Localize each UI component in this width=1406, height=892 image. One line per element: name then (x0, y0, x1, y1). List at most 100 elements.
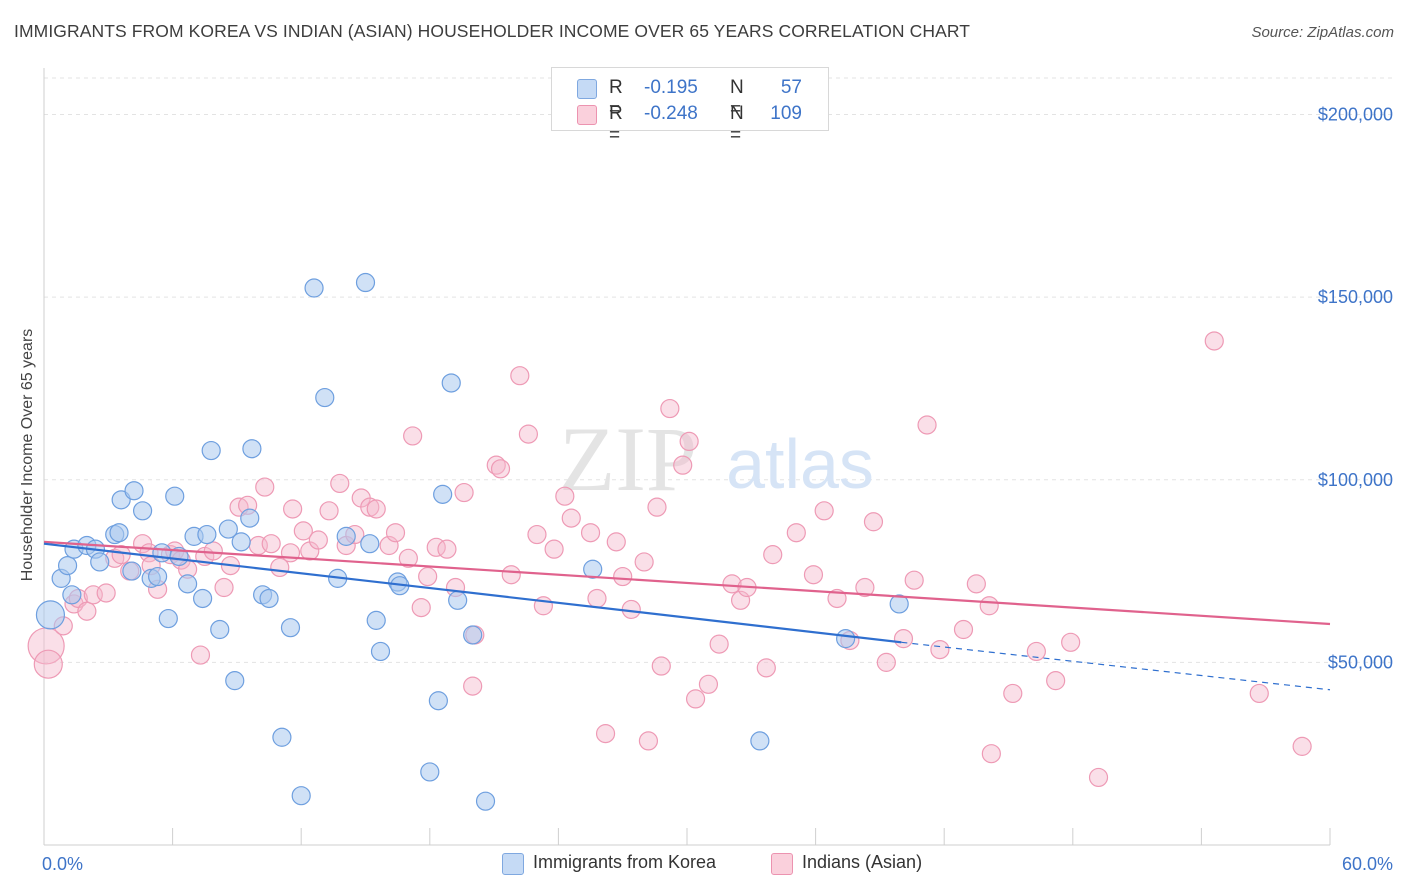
data-point-indians (366, 499, 386, 519)
data-point-indians (1026, 641, 1046, 662)
data-point-indians (360, 497, 380, 517)
data-point-korea (366, 610, 386, 630)
legend-swatch-korea (577, 79, 597, 99)
series-legend: Immigrants from Korea Indians (Asian) (0, 851, 1406, 877)
data-point-indians (518, 424, 538, 444)
data-point-korea (315, 387, 335, 408)
r-value-indians: -0.248 (644, 103, 698, 124)
data-point-korea (441, 373, 461, 393)
n-value-indians: 109 (770, 103, 802, 124)
gridlines (44, 77, 1394, 663)
data-point-indians (544, 539, 564, 559)
data-point-indians (917, 415, 937, 435)
data-point-indians (33, 649, 63, 679)
data-point-korea (475, 791, 496, 811)
data-point-indians (1249, 683, 1269, 704)
data-point-indians (280, 543, 301, 563)
data-point-korea (280, 618, 301, 638)
data-point-korea (158, 608, 178, 629)
data-point-indians (190, 645, 211, 665)
data-point-indians (580, 523, 601, 543)
data-point-korea (370, 641, 391, 662)
data-point-indians (855, 577, 875, 598)
data-point-indians (283, 499, 303, 519)
data-point-indians (1088, 767, 1109, 788)
data-point-indians (673, 455, 693, 475)
data-point-korea (272, 727, 292, 747)
data-point-korea (836, 629, 856, 649)
data-point-indians (411, 597, 431, 618)
data-point-indians (756, 658, 776, 678)
trend-line-korea (43, 542, 902, 644)
data-point-indians (261, 534, 281, 554)
data-point-indians (904, 570, 924, 590)
data-point-korea (428, 691, 448, 711)
data-point-indians (510, 366, 530, 386)
data-point-korea (420, 762, 440, 782)
data-point-indians (1204, 331, 1224, 351)
data-point-indians (1061, 632, 1081, 652)
data-point-korea (57, 555, 78, 576)
n-label: N = (730, 103, 744, 146)
data-point-indians (111, 545, 131, 565)
data-point-korea (197, 524, 217, 545)
data-point-korea (433, 484, 453, 504)
trend-lines (43, 540, 1331, 691)
data-point-indians (587, 588, 607, 609)
source-note: Source: ZipAtlas.com (1251, 24, 1394, 41)
data-point-korea (889, 594, 909, 614)
data-point-indians (595, 724, 616, 744)
data-point-korea (304, 278, 324, 298)
data-point-korea (225, 671, 245, 691)
data-point-indians (722, 574, 742, 594)
data-point-indians (698, 674, 719, 694)
x-tick-label: 60.0% (1342, 854, 1393, 874)
y-tick-label: $200,000 (1318, 105, 1393, 125)
data-point-korea (360, 534, 380, 554)
watermark-zip: ZIP (559, 408, 697, 510)
data-point-indians (814, 501, 834, 521)
data-point-indians (1046, 671, 1066, 691)
data-point-indians (77, 601, 97, 621)
data-point-indians (1292, 736, 1312, 756)
data-point-indians (214, 577, 234, 598)
data-point-korea (231, 532, 251, 552)
data-point-indians (308, 530, 328, 550)
n-value-korea: 57 (780, 77, 802, 98)
data-point-indians (606, 532, 626, 552)
data-point-korea (291, 786, 311, 806)
data-point-indians (255, 477, 275, 497)
data-point-indians (930, 639, 950, 660)
data-point-korea (178, 574, 198, 594)
data-point-indians (981, 744, 1001, 764)
data-point-korea (218, 519, 238, 539)
series-korea-points (35, 272, 909, 811)
n-label: N = (730, 77, 744, 120)
data-point-indians (96, 583, 116, 603)
y-tick-label: $150,000 (1318, 287, 1393, 307)
data-point-indians (454, 482, 474, 503)
chart-title: IMMIGRANTS FROM KOREA VS INDIAN (ASIAN) … (14, 21, 971, 41)
legend-label-indians: Indians (Asian) (802, 852, 923, 872)
data-point-indians (319, 501, 339, 521)
x-tick-labels: 0.0% 60.0% (42, 854, 1393, 874)
data-point-indians (527, 524, 547, 545)
watermark-atlas: atlas (726, 425, 874, 503)
y-tick-labels: $50,000 $100,000 $150,000 $200,000 (1318, 105, 1393, 673)
data-point-indians (330, 473, 350, 494)
data-point-indians (660, 398, 680, 419)
data-point-korea (448, 590, 468, 610)
data-point-korea (240, 508, 260, 528)
r-value-korea: -0.195 (644, 77, 698, 98)
x-tick-label: 0.0% (42, 854, 83, 874)
data-point-indians (398, 548, 418, 568)
legend-swatch-korea (502, 853, 524, 875)
data-point-korea (355, 272, 376, 293)
data-point-indians (490, 459, 511, 479)
y-tick-label: $50,000 (1328, 652, 1393, 672)
data-point-indians (893, 629, 914, 649)
series-indians-asian-points (27, 331, 1312, 788)
data-point-korea (242, 439, 262, 459)
data-point-indians (613, 566, 633, 587)
